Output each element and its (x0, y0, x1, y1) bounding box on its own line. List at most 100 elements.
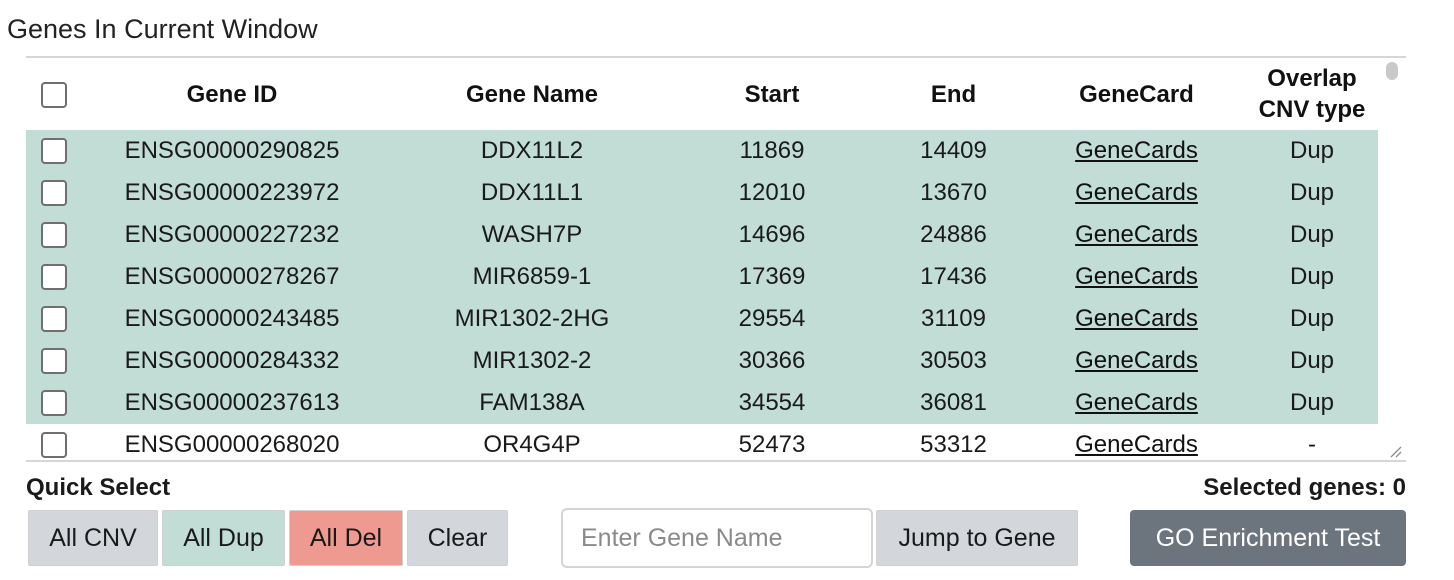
cell-gene-id-cell: ENSG00000237613 (82, 381, 382, 424)
cell-end: 14409 (920, 136, 987, 164)
col-header-genecard[interactable]: GeneCard (1079, 80, 1194, 108)
cell-gene-name-cell: MIR1302-2HG (382, 297, 682, 340)
table-scrollbar[interactable] (1378, 58, 1406, 460)
all-dup-button[interactable]: All Dup (162, 510, 285, 566)
cell-gene-id: ENSG00000223972 (124, 178, 340, 206)
cell-start-cell: 17369 (682, 255, 862, 298)
col-header-overlap-cnv-type[interactable]: Overlap CNV type (1228, 58, 1396, 130)
col-header-overlap-line1: Overlap (1267, 65, 1357, 92)
table-row[interactable]: ENSG00000268020 OR4G4P 52473 53312 GeneCards… (26, 423, 1396, 460)
go-enrichment-test-button[interactable]: GO Enrichment Test (1130, 510, 1406, 566)
cell-overlap-cnv-type-cell: - (1228, 423, 1396, 460)
row-checkbox[interactable] (41, 180, 67, 207)
row-checkbox[interactable] (41, 348, 67, 375)
cell-start: 11869 (739, 136, 805, 164)
row-checkbox[interactable] (41, 432, 67, 459)
cell-end-cell: 30503 (862, 339, 1045, 382)
col-header-gene-name[interactable]: Gene Name (465, 80, 599, 108)
cell-overlap-cnv-type-cell: Dup (1228, 171, 1396, 214)
table-row[interactable]: ENSG00000284332 MIR1302-2 30366 30503 GeneCa… (26, 339, 1396, 382)
genecards-link[interactable]: GeneCards (1075, 304, 1198, 332)
genecards-link-cell: GeneCards (1045, 130, 1228, 172)
cell-gene-name: WASH7P (481, 220, 583, 248)
genecards-link[interactable]: GeneCards (1075, 388, 1198, 416)
all-del-button[interactable]: All Del (289, 510, 403, 566)
cell-end-cell: 14409 (862, 130, 1045, 172)
resize-handle-icon[interactable] (1388, 444, 1402, 458)
table-row[interactable]: ENSG00000223972 DDX11L1 12010 13670 GeneCard… (26, 171, 1396, 214)
all-cnv-button[interactable]: All CNV (28, 510, 158, 566)
cell-gene-name: MIR1302-2 (472, 346, 592, 374)
genecards-link[interactable]: GeneCards (1075, 178, 1198, 206)
col-header-end[interactable]: End (930, 80, 977, 108)
genecards-link[interactable]: GeneCards (1075, 430, 1198, 458)
cell-gene-name-cell: WASH7P (382, 213, 682, 256)
cell-end-cell: 13670 (862, 171, 1045, 214)
cell-start-cell: 12010 (682, 171, 862, 214)
select-all-checkbox[interactable] (41, 82, 67, 109)
cell-start: 14696 (738, 220, 806, 248)
cell-end-cell: 24886 (862, 213, 1045, 256)
gene-name-search-input[interactable] (561, 508, 873, 568)
col-header-gene-id[interactable]: Gene ID (186, 80, 278, 108)
cell-overlap-cnv-type-cell: Dup (1228, 381, 1396, 424)
cell-gene-id: ENSG00000268020 (124, 430, 340, 458)
scrollbar-thumb[interactable] (1386, 62, 1398, 80)
cell-overlap-cnv-type: Dup (1289, 346, 1335, 374)
table-row[interactable]: ENSG00000243485 MIR1302-2HG 29554 31109 Gene… (26, 297, 1396, 340)
cell-start-cell: 30366 (682, 339, 862, 382)
cell-gene-name: DDX11L1 (480, 178, 584, 206)
cell-gene-id: ENSG00000237613 (124, 388, 340, 416)
genecards-link-cell: GeneCards (1045, 171, 1228, 214)
genecards-link[interactable]: GeneCards (1075, 220, 1198, 248)
cell-checkbox (26, 297, 82, 340)
genecards-link[interactable]: GeneCards (1075, 136, 1198, 164)
row-checkbox[interactable] (41, 306, 67, 333)
cell-gene-name-cell: DDX11L2 (382, 130, 682, 172)
cell-start-cell: 14696 (682, 213, 862, 256)
clear-button[interactable]: Clear (407, 510, 508, 566)
jump-to-gene-button[interactable]: Jump to Gene (876, 510, 1078, 566)
genecards-link[interactable]: GeneCards (1075, 346, 1198, 374)
section-title: Genes In Current Window (7, 14, 318, 44)
cell-end-cell: 53312 (862, 423, 1045, 460)
cell-gene-id-cell: ENSG00000227232 (82, 213, 382, 256)
cell-gene-name: MIR1302-2HG (454, 304, 610, 332)
genes-table-container[interactable]: Gene ID Gene Name Start End GeneCard Ove… (26, 56, 1406, 462)
genes-table: Gene ID Gene Name Start End GeneCard Ove… (26, 58, 1396, 460)
genecards-link-cell: GeneCards (1045, 339, 1228, 382)
cell-overlap-cnv-type: Dup (1289, 178, 1335, 206)
row-checkbox[interactable] (41, 264, 67, 291)
col-header-start[interactable]: Start (744, 80, 800, 108)
cell-end: 53312 (920, 430, 987, 458)
cell-start: 30366 (738, 346, 806, 374)
cell-gene-id-cell: ENSG00000223972 (82, 171, 382, 214)
table-row[interactable]: ENSG00000290825 DDX11L2 11869 14409 GeneCard… (26, 130, 1396, 172)
cell-gene-name: MIR6859-1 (472, 262, 592, 290)
cell-overlap-cnv-type: Dup (1289, 220, 1335, 248)
genecards-link-cell: GeneCards (1045, 255, 1228, 298)
cell-gene-name-cell: DDX11L1 (382, 171, 682, 214)
genecards-link-cell: GeneCards (1045, 297, 1228, 340)
cell-gene-name: OR4G4P (483, 430, 581, 458)
cell-end: 30503 (920, 346, 987, 374)
cell-end-cell: 17436 (862, 255, 1045, 298)
cell-overlap-cnv-type: Dup (1289, 262, 1335, 290)
cell-overlap-cnv-type-cell: Dup (1228, 297, 1396, 340)
row-checkbox[interactable] (41, 390, 67, 417)
genecards-link-cell: GeneCards (1045, 213, 1228, 256)
table-row[interactable]: ENSG00000237613 FAM138A 34554 36081 GeneCard… (26, 381, 1396, 424)
table-row[interactable]: ENSG00000227232 WASH7P 14696 24886 GeneCards… (26, 213, 1396, 256)
cell-overlap-cnv-type: Dup (1289, 304, 1335, 332)
cell-start: 52473 (738, 430, 806, 458)
cell-gene-id-cell: ENSG00000278267 (82, 255, 382, 298)
cell-overlap-cnv-type-cell: Dup (1228, 213, 1396, 256)
cell-gene-name: FAM138A (479, 388, 585, 416)
genecards-link[interactable]: GeneCards (1075, 262, 1198, 290)
cell-overlap-cnv-type-cell: Dup (1228, 339, 1396, 382)
cell-checkbox (26, 130, 82, 172)
table-row[interactable]: ENSG00000278267 MIR6859-1 17369 17436 GeneCa… (26, 255, 1396, 298)
cell-gene-id: ENSG00000243485 (124, 304, 340, 332)
row-checkbox[interactable] (41, 138, 67, 165)
row-checkbox[interactable] (41, 222, 67, 249)
